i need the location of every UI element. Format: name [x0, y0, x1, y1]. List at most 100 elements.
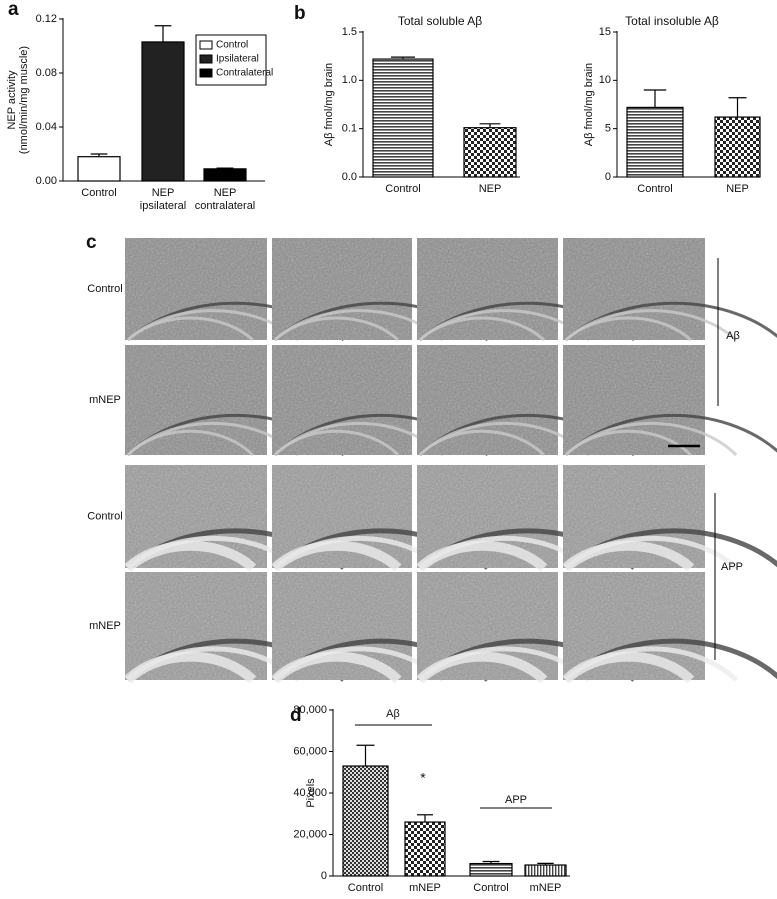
error-bar — [216, 167, 234, 169]
panel-label: a — [8, 0, 19, 20]
legend-swatch — [199, 40, 213, 50]
tissue-layer — [271, 651, 402, 684]
annotation: APP — [505, 794, 527, 806]
tissue-grain — [417, 345, 558, 455]
error-bar — [391, 56, 415, 60]
y-tick-label: 20,000 — [293, 828, 327, 840]
y-tick-label: 0 — [321, 870, 327, 882]
tissue-grain — [272, 345, 412, 455]
y-axis-label: Pixels — [305, 778, 317, 808]
micrograph — [124, 572, 346, 684]
x-tick-label: Control — [81, 187, 116, 199]
micrograph — [417, 238, 636, 342]
error-bar — [417, 814, 433, 823]
micrograph — [272, 345, 489, 457]
row-label: mNEP — [89, 620, 121, 632]
tissue-grain — [563, 238, 705, 340]
legend-swatch — [199, 54, 213, 64]
micrograph — [562, 572, 777, 684]
legend-label: Control — [216, 40, 248, 51]
chart-title: Total insoluble Aβ — [625, 14, 719, 28]
annotation: Aβ — [386, 708, 400, 720]
bar — [141, 41, 185, 182]
bar — [372, 58, 434, 178]
group-label: Aβ — [726, 330, 740, 342]
row-label: Control — [87, 283, 122, 295]
tissue-layer — [564, 429, 692, 457]
y-tick-label: 15 — [599, 26, 611, 38]
x-tick-label: mNEP — [409, 882, 441, 894]
x-tick-label: NEP — [479, 183, 502, 195]
bar — [524, 864, 567, 877]
micrograph — [125, 238, 345, 342]
bar — [463, 127, 517, 178]
error-bar — [154, 25, 172, 42]
x-tick-label: Control — [473, 882, 508, 894]
tissue-grain — [417, 238, 558, 340]
tissue-grain — [272, 238, 412, 340]
y-tick-label: 0 — [605, 171, 611, 183]
panel-label: d — [290, 705, 302, 726]
micrograph — [417, 345, 636, 457]
error-bar — [537, 862, 554, 866]
tissue-layer — [416, 540, 548, 572]
group-label: APP — [721, 561, 743, 573]
x-tick-label: NEP — [152, 187, 175, 199]
micrograph — [562, 465, 777, 572]
y-axis-label: NEP activity — [6, 70, 18, 130]
y-tick-label: 0.0 — [342, 171, 357, 183]
tissue-layer — [562, 540, 695, 572]
x-tick-label: Control — [348, 882, 383, 894]
y-tick-label: 60,000 — [293, 745, 327, 757]
micrograph — [124, 465, 346, 572]
x-tick-label: mNEP — [530, 882, 562, 894]
y-tick-label: 1.0 — [342, 74, 357, 86]
bar — [404, 821, 446, 877]
x-tick-label: Control — [385, 183, 420, 195]
tissue-layer — [418, 429, 545, 457]
micrograph — [272, 238, 489, 342]
bar — [469, 862, 513, 877]
y-tick-label: 5 — [605, 123, 611, 135]
tissue-layer — [564, 316, 692, 342]
y-tick-label: 80,000 — [293, 704, 327, 716]
error-bar — [482, 860, 500, 864]
tissue-layer — [126, 316, 254, 342]
y-tick-label: 1.5 — [342, 26, 357, 38]
error-bar — [643, 89, 667, 108]
tissue-grain — [125, 345, 267, 455]
error-bar — [728, 97, 747, 118]
tissue-grain — [563, 345, 705, 455]
y-tick-label: 0.12 — [36, 13, 57, 25]
tissue-layer — [416, 651, 548, 684]
micrograph — [416, 465, 636, 572]
y-tick-label: 0.1 — [342, 123, 357, 135]
row-label: mNEP — [89, 394, 121, 406]
y-tick-label: 0.08 — [36, 67, 57, 79]
micrograph — [125, 345, 345, 457]
y-tick-label: 40,000 — [293, 787, 327, 799]
x-tick-label: NEP — [726, 183, 749, 195]
y-tick-label: 10 — [599, 74, 611, 86]
micrograph — [563, 238, 777, 342]
bar — [77, 156, 121, 182]
bar — [342, 765, 389, 877]
error-bar — [356, 744, 375, 767]
bar — [714, 116, 761, 178]
tissue-layer — [271, 540, 402, 572]
x-tick-label: contralateral — [195, 200, 256, 212]
bar — [626, 106, 684, 178]
y-tick-label: 0.04 — [36, 121, 57, 133]
error-bar — [90, 153, 108, 157]
error-bar — [479, 123, 501, 128]
row-label: Control — [87, 510, 122, 522]
x-tick-label: Control — [637, 183, 672, 195]
y-axis-label: (nmol/min/mg muscle) — [18, 46, 30, 154]
micrograph-panel: c Control mNEP Control mNEP Aβ APP — [86, 232, 777, 684]
tissue-layer — [124, 651, 257, 684]
tissue-layer — [562, 651, 695, 684]
y-tick-label: 0.00 — [36, 175, 57, 187]
chart-title: Total soluble Aβ — [398, 14, 482, 28]
legend-label: Contralateral — [216, 68, 273, 79]
